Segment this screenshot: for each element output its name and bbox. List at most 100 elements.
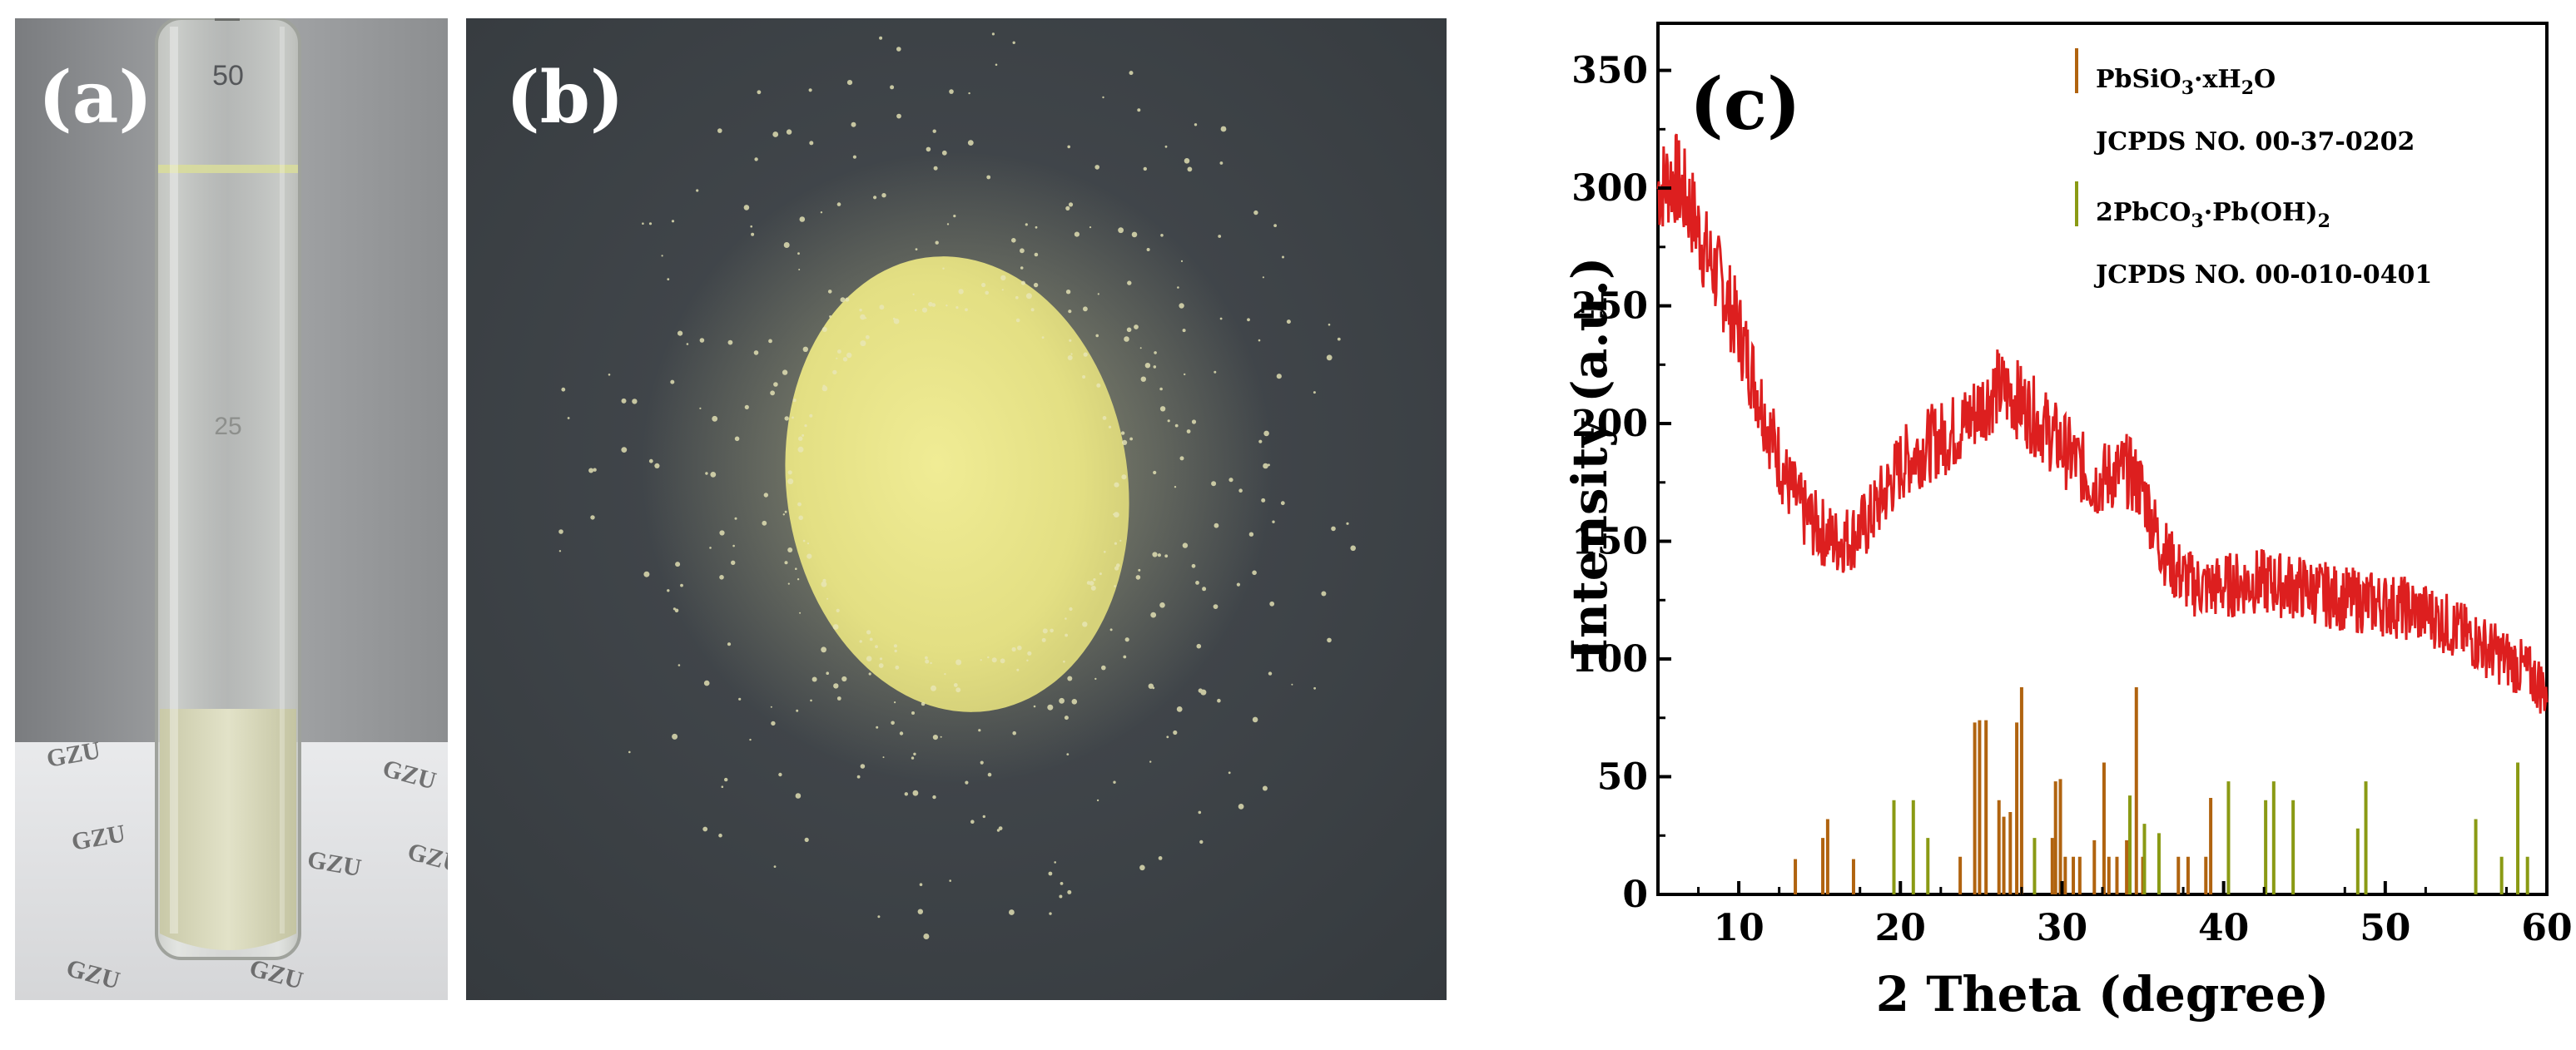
powder-speck	[1025, 293, 1032, 300]
powder-speck	[946, 223, 950, 225]
powder-speck	[1219, 317, 1223, 320]
powder-speck	[1127, 280, 1132, 285]
powder-speck	[1065, 206, 1070, 210]
powder-speck	[763, 493, 768, 498]
powder-speck	[877, 915, 881, 919]
powder-speck	[1068, 310, 1072, 314]
powder-speck	[797, 578, 800, 581]
powder-speck	[1060, 882, 1064, 885]
test-tube-photo: 50 25 GZU GZU GZU GZU GZU GZU GZU (a)	[15, 18, 448, 1000]
powder-speck	[1346, 522, 1349, 525]
powder-speck	[896, 113, 901, 119]
powder-speck	[1198, 810, 1202, 815]
panel-a-photo: 50 25 GZU GZU GZU GZU GZU GZU GZU (a)	[15, 18, 448, 1000]
powder-speck	[1063, 660, 1065, 663]
powder-speck	[1033, 705, 1036, 708]
powder-speck	[1228, 771, 1231, 775]
powder-speck	[797, 446, 804, 453]
powder-speck	[851, 121, 856, 127]
powder-speck	[1090, 585, 1096, 591]
powder-speck	[1153, 470, 1157, 475]
powder-speck	[1238, 488, 1243, 493]
powder-speck	[1034, 252, 1039, 257]
powder-speck	[912, 790, 919, 796]
powder-speck	[955, 306, 959, 310]
powder-speck	[1120, 431, 1125, 435]
powder-speck	[1139, 864, 1145, 871]
powder-speck	[1280, 501, 1285, 506]
powder-speck	[1119, 539, 1122, 542]
powder-speck	[1064, 716, 1069, 721]
powder-speck	[919, 883, 923, 886]
powder-speck	[949, 879, 951, 882]
powder-speck	[826, 671, 829, 675]
powder-speck	[998, 826, 1003, 830]
x-tick-label: 60	[2521, 907, 2572, 949]
powder-speck	[1067, 676, 1073, 681]
powder-speck	[878, 663, 884, 668]
powder-speck	[1041, 637, 1046, 642]
powder-speck	[1000, 658, 1005, 664]
powder-speck	[1262, 785, 1268, 791]
powder-speck	[795, 567, 797, 570]
powder-speck	[995, 63, 998, 67]
powder-speck	[860, 314, 866, 320]
powder-speck	[921, 701, 926, 706]
powder-speck	[1191, 419, 1197, 424]
panel-label-b: (b)	[506, 56, 624, 140]
powder-speck	[1152, 686, 1155, 690]
powder-speck	[773, 382, 778, 387]
powder-speck	[1214, 370, 1217, 374]
powder-speck	[1213, 604, 1219, 609]
y-tick-label: 150	[1571, 521, 1648, 563]
powder-speck	[648, 222, 653, 225]
powder-speck	[667, 589, 670, 592]
powder-speck	[1068, 202, 1074, 207]
x-axis-label: 2 Theta (degree)	[1876, 966, 2330, 1023]
powder-speck	[1194, 123, 1198, 126]
powder-speck	[798, 515, 803, 521]
powder-speck	[654, 463, 660, 469]
powder-speck	[1177, 286, 1179, 289]
powder-speck	[837, 349, 841, 354]
powder-speck	[719, 530, 725, 536]
xrd-pattern-line	[1656, 133, 2549, 714]
powder-speck	[1159, 387, 1163, 391]
powder-speck	[1261, 498, 1266, 503]
powder-speck	[727, 339, 733, 345]
tube-scale-top: 50	[212, 60, 244, 92]
powder-speck	[1228, 478, 1233, 483]
powder-speck	[1252, 716, 1258, 723]
powder-speck	[768, 339, 772, 344]
powder-speck	[845, 297, 850, 302]
powder-speck	[1134, 324, 1139, 329]
powder-speck	[1071, 699, 1078, 705]
powder-speck	[967, 140, 974, 146]
powder-speck	[1182, 329, 1186, 333]
powder-speck	[786, 129, 792, 135]
powder-speck	[890, 85, 895, 90]
powder-speck	[869, 637, 873, 641]
powder-speck	[696, 189, 699, 192]
powder-speck	[792, 416, 794, 419]
powder-speck	[1016, 668, 1020, 671]
powder-speck	[702, 826, 708, 832]
powder-speck	[1114, 542, 1117, 545]
powder-speck	[802, 539, 806, 542]
powder-speck	[1199, 840, 1204, 844]
powder-speck	[1159, 602, 1165, 608]
powder-speck	[705, 472, 708, 475]
powder-speck	[787, 478, 794, 485]
powder-speck	[1179, 456, 1184, 461]
powder-speck	[1166, 735, 1169, 739]
x-tick-label: 30	[2037, 907, 2087, 949]
powder-speck	[1041, 336, 1045, 339]
tube-scale-mid: 25	[214, 413, 241, 440]
powder-speck	[1276, 374, 1282, 379]
powder-speck	[1020, 266, 1024, 270]
y-tick-label: 300	[1571, 167, 1648, 210]
powder-speck	[1148, 683, 1154, 689]
powder-speck	[1066, 753, 1070, 755]
powder-speck	[750, 225, 752, 228]
powder-speck	[965, 308, 968, 312]
